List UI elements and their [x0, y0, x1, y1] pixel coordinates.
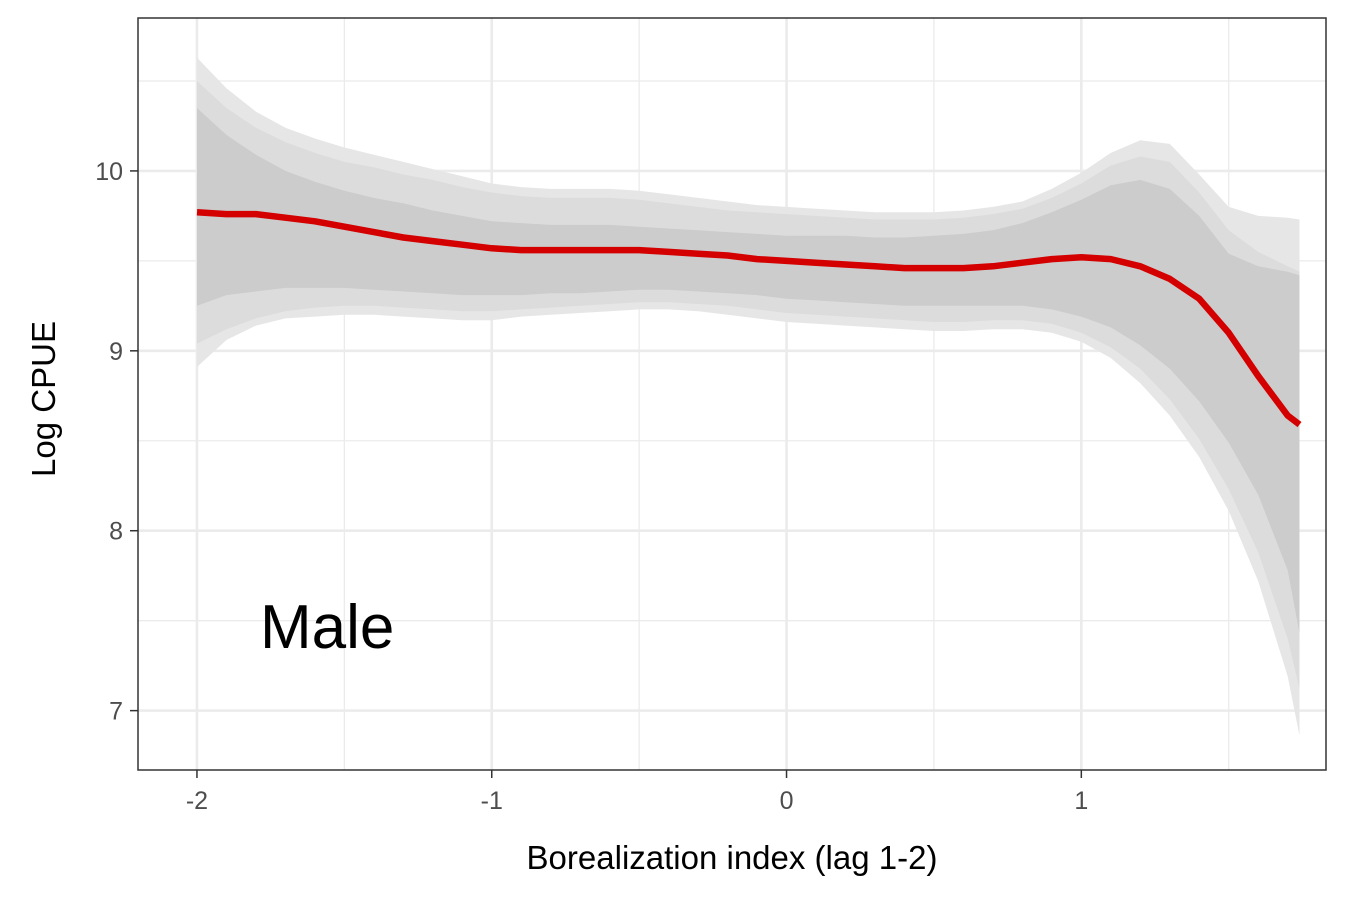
- panel-annotation: Male: [260, 593, 394, 662]
- y-tick-label: 7: [109, 698, 123, 726]
- confidence-bands: [197, 57, 1300, 736]
- x-tick-label: -1: [481, 787, 503, 815]
- x-tick-label: 1: [1074, 787, 1088, 815]
- y-tick-label: 10: [95, 158, 123, 186]
- x-axis-title: Borealization index (lag 1-2): [527, 839, 938, 876]
- y-axis-title: Log CPUE: [25, 321, 62, 477]
- trend-line: [196, 209, 1302, 428]
- confidence-band-inner: [197, 108, 1300, 634]
- axis-ticks: [130, 170, 1083, 778]
- x-tick-label: 0: [780, 787, 794, 815]
- y-tick-label: 8: [109, 518, 123, 546]
- x-tick-label: -2: [186, 787, 208, 815]
- panel-border: [137, 17, 1327, 771]
- axis-tick-labels: -2 -1 0 1 7 8 9 10: [95, 158, 1088, 815]
- y-tick-label: 9: [109, 338, 123, 366]
- trend-lines: [196, 209, 1302, 428]
